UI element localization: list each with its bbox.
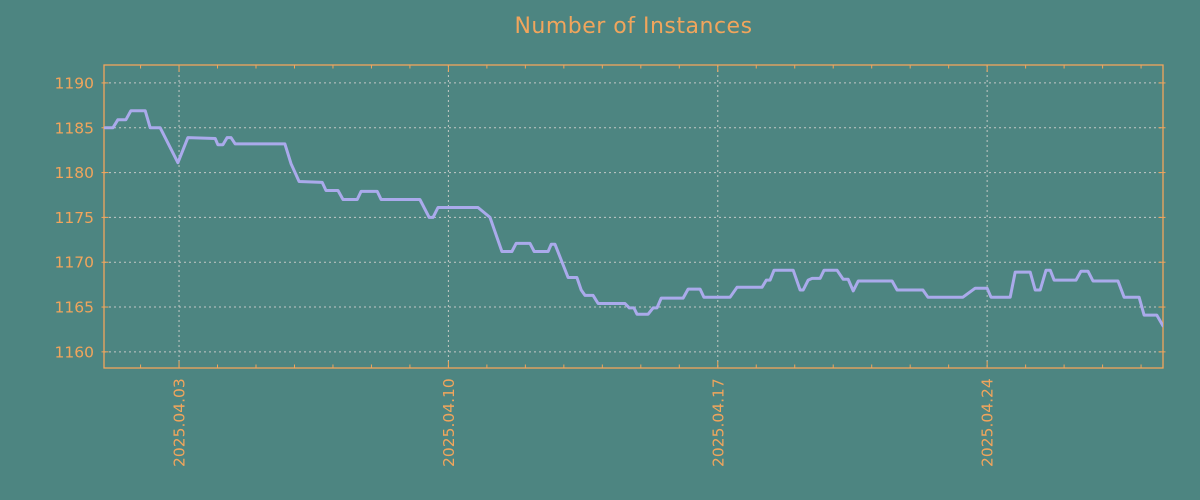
y-tick-label: 1190: [55, 74, 94, 92]
y-tick-label: 1185: [55, 119, 94, 137]
y-tick-label: 1180: [55, 164, 94, 182]
x-tick-label: 2025.04.03: [171, 378, 189, 467]
y-tick-label: 1165: [55, 299, 94, 317]
instances-series-line: [104, 109, 1163, 328]
plot-border: [103, 64, 1164, 369]
x-tick-label: 2025.04.10: [440, 378, 458, 467]
x-tick-label: 2025.04.24: [979, 378, 997, 467]
y-tick-label: 1175: [55, 209, 94, 227]
x-tick-label: 2025.04.17: [709, 378, 727, 467]
y-tick-label: 1160: [55, 343, 94, 361]
y-tick-label: 1170: [55, 254, 94, 272]
chart-title: Number of Instances: [514, 14, 753, 39]
